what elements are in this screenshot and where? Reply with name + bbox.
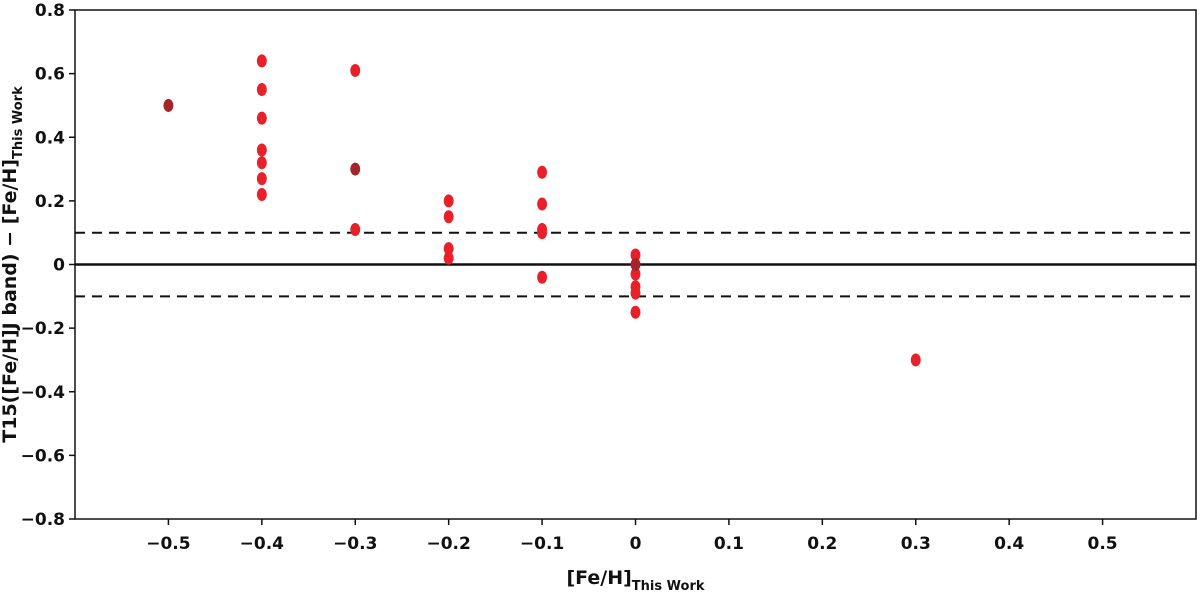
data-point [443,210,454,224]
x-tick-label: −0.5 [146,534,190,554]
x-tick-label: 0.1 [714,534,744,554]
y-tick-label: 0.2 [35,192,65,212]
y-axis-label-sub: This Work [11,86,26,159]
y-tick-label: −0.4 [21,383,66,403]
data-point [630,267,641,281]
data-point [256,54,267,68]
data-point [256,111,267,125]
data-point [443,242,454,256]
x-tick-label: 0.4 [994,534,1024,554]
y-tick-label: 0.6 [35,65,65,85]
y-axis-label: T15([Fe/H]J band) − [Fe/H]This Work [0,86,26,443]
x-tick-label: 0.3 [901,534,931,554]
x-tick-label: −0.4 [240,534,285,554]
x-tick-label: 0.2 [807,534,837,554]
data-point [443,194,454,208]
data-point [350,223,361,237]
data-point [537,226,548,240]
x-axis-label-sub: This Work [632,579,705,594]
data-point [256,156,267,170]
y-tick-label: 0.4 [35,128,65,148]
y-tick-label: 0.8 [35,1,65,21]
x-axis-label-main: [Fe/H] [566,567,631,589]
data-point [256,83,267,97]
data-point [910,353,921,367]
data-point [350,63,361,77]
data-point [630,248,641,262]
y-axis-label-main: T15([Fe/H]J band) − [Fe/H] [0,159,21,443]
data-point [537,197,548,211]
data-points [163,54,921,367]
y-tick-label: −0.2 [21,319,65,339]
data-point [630,258,641,271]
x-axis-label: [Fe/H]This Work [566,567,704,594]
data-point [630,286,641,300]
data-point [630,305,641,319]
x-tick-label: −0.3 [333,534,377,554]
data-point [350,162,361,176]
x-tick-label: 0 [630,534,642,554]
data-point [163,98,174,112]
data-point [256,188,267,202]
data-point [443,251,454,265]
x-tick-label: −0.2 [426,534,470,554]
y-axis-ticks: 0.8 0.6 0.4 0.2 0 −0.2 −0.4 −0.6 −0.8 [21,1,75,530]
data-point [537,270,548,284]
y-tick-label: 0 [53,256,65,276]
data-point [256,143,267,157]
y-tick-label: −0.6 [21,446,65,466]
x-axis-ticks: −0.5 −0.4 −0.3 −0.2 −0.1 0 0.1 0.2 0.3 0.4 0.5 [146,519,1118,554]
x-tick-label: 0.5 [1088,534,1118,554]
data-point [256,172,267,186]
x-tick-label: −0.1 [520,534,564,554]
data-point [537,165,548,179]
y-tick-label: −0.8 [21,510,65,530]
